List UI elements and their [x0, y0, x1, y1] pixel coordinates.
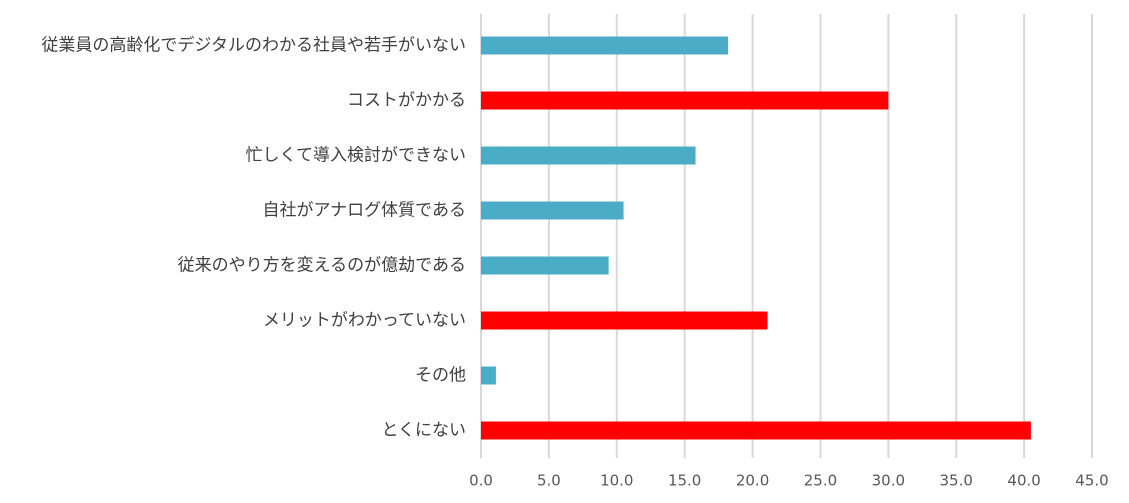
x-tick-label: 5.0 [537, 472, 561, 490]
bar [481, 366, 496, 385]
y-tick-label: 忙しくて導入検討ができない [246, 146, 467, 166]
bar [481, 256, 609, 275]
x-tick-label: 15.0 [668, 472, 701, 490]
bar [481, 146, 696, 165]
bar [481, 311, 768, 330]
bar [481, 201, 624, 220]
x-tick-label: 25.0 [804, 472, 837, 490]
x-tick-label: 35.0 [940, 472, 973, 490]
y-tick-label: コストがかかる [347, 91, 466, 111]
x-tick-label: 20.0 [736, 472, 769, 490]
y-tick-label: 自社がアナログ体質である [263, 201, 467, 221]
bar [481, 421, 1031, 440]
x-tick-label: 45.0 [1075, 472, 1108, 490]
x-tick-label: 0.0 [469, 472, 493, 490]
y-tick-label: 従来のやり方を変えるのが億劫である [178, 256, 466, 276]
x-tick-label: 10.0 [600, 472, 633, 490]
bar [481, 36, 729, 55]
y-tick-label: 従業員の高齢化でデジタルのわかる社員や若手がいない [41, 35, 466, 56]
x-tick-label: 40.0 [1007, 472, 1040, 490]
y-tick-label: メリットがわかっていない [263, 311, 466, 331]
y-tick-label: とくにない [382, 421, 467, 441]
y-tick-label: その他 [415, 366, 466, 386]
x-tick-label: 30.0 [872, 472, 905, 490]
bar [481, 91, 889, 110]
